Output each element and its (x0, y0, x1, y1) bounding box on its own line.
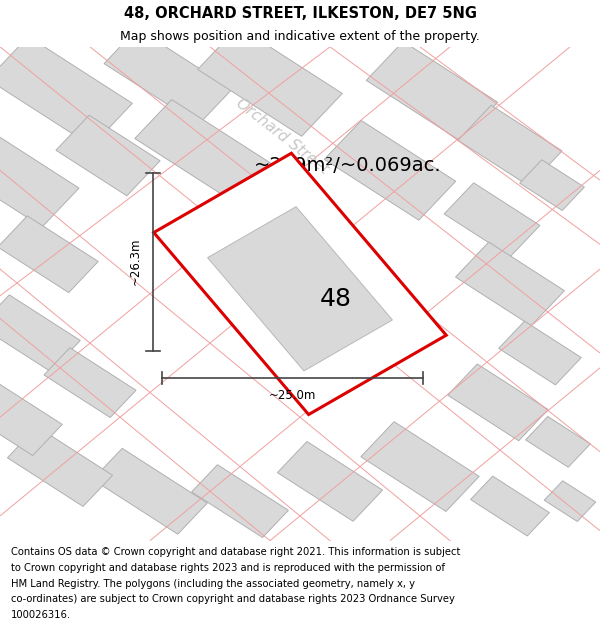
Polygon shape (56, 115, 160, 196)
Text: Orchard Street: Orchard Street (233, 95, 331, 176)
Text: 48: 48 (320, 287, 352, 311)
Text: HM Land Registry. The polygons (including the associated geometry, namely x, y: HM Land Registry. The polygons (includin… (11, 579, 415, 589)
Polygon shape (277, 441, 383, 521)
Polygon shape (526, 416, 590, 468)
Polygon shape (92, 448, 208, 534)
Polygon shape (197, 27, 343, 136)
Polygon shape (448, 364, 548, 441)
Polygon shape (0, 295, 80, 372)
Polygon shape (324, 121, 456, 220)
Text: Contains OS data © Crown copyright and database right 2021. This information is : Contains OS data © Crown copyright and d… (11, 548, 460, 558)
Polygon shape (444, 183, 540, 256)
Polygon shape (366, 41, 498, 141)
Polygon shape (44, 348, 136, 418)
Text: 48, ORCHARD STREET, ILKESTON, DE7 5NG: 48, ORCHARD STREET, ILKESTON, DE7 5NG (124, 6, 476, 21)
Polygon shape (0, 216, 98, 292)
Polygon shape (135, 99, 285, 211)
Text: Map shows position and indicative extent of the property.: Map shows position and indicative extent… (120, 30, 480, 43)
Polygon shape (154, 153, 446, 414)
Text: co-ordinates) are subject to Crown copyright and database rights 2023 Ordnance S: co-ordinates) are subject to Crown copyr… (11, 594, 455, 604)
Polygon shape (544, 481, 596, 521)
Text: to Crown copyright and database rights 2023 and is reproduced with the permissio: to Crown copyright and database rights 2… (11, 563, 445, 573)
Polygon shape (7, 427, 113, 506)
Polygon shape (499, 321, 581, 385)
Polygon shape (455, 242, 565, 326)
Polygon shape (470, 476, 550, 536)
Text: ~25.0m: ~25.0m (269, 389, 316, 401)
Polygon shape (104, 29, 232, 124)
Polygon shape (191, 465, 289, 538)
Polygon shape (361, 422, 479, 511)
Polygon shape (208, 207, 392, 371)
Text: ~26.3m: ~26.3m (129, 238, 142, 286)
Polygon shape (0, 379, 62, 456)
Text: ~279m²/~0.069ac.: ~279m²/~0.069ac. (254, 156, 442, 175)
Polygon shape (458, 106, 562, 186)
Text: 100026316.: 100026316. (11, 610, 71, 620)
Polygon shape (0, 133, 79, 227)
Polygon shape (520, 160, 584, 211)
Polygon shape (0, 36, 133, 146)
